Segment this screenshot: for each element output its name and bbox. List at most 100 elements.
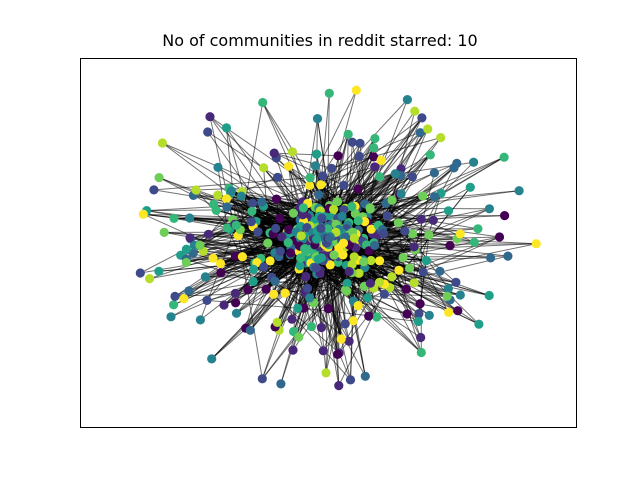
graph-edge [337,282,380,355]
graph-edge [199,231,259,246]
graph-node [296,253,306,263]
graph-edge [378,225,480,325]
graph-node [378,229,389,239]
graph-node [473,224,483,234]
graph-node [236,191,246,201]
graph-node [421,256,431,266]
graph-node [166,312,176,322]
graph-node [185,213,195,223]
graph-node [354,268,364,278]
graph-node [230,251,240,261]
graph-node [344,266,354,277]
graph-node [304,180,315,190]
graph-node [416,214,426,224]
graph-node [323,304,333,314]
graph-node [415,299,425,309]
graph-node [333,349,343,359]
graph-node [451,277,461,287]
graph-node [179,294,189,304]
graph-node [415,128,425,138]
graph-node [366,255,376,266]
graph-node [257,374,267,384]
graph-node [318,171,328,181]
graph-node [349,252,359,262]
graph-node [181,257,191,268]
graph-node [500,211,510,221]
graph-edge [241,191,277,229]
graph-node [340,319,350,329]
graph-node [424,230,434,240]
graph-edge [274,152,339,157]
graph-node [393,218,403,228]
graph-node [284,161,294,171]
graph-node [387,272,397,282]
graph-node [243,285,253,295]
graph-node [390,169,400,179]
graph-node [230,288,240,298]
graph-node [313,254,323,264]
graph-edge [209,116,301,247]
graph-edge [158,262,257,272]
graph-edge [386,163,458,217]
graph-node [499,152,509,162]
graph-node [222,223,232,233]
graph-node [169,300,179,310]
graph-node [154,266,164,276]
graph-node [261,284,271,294]
graph-node [170,291,180,301]
graph-node [263,238,273,248]
graph-node [429,168,439,178]
graph-node [208,253,218,263]
graph-node [302,283,313,293]
graph-node [184,286,194,296]
graph-node [353,216,363,226]
graph-node [293,303,303,313]
graph-node [272,317,282,327]
graph-node [436,133,446,143]
graph-node [269,148,279,158]
graph-node [342,278,352,288]
graph-node [216,268,226,278]
graph-node [280,288,290,298]
graph-node [195,240,205,250]
graph-node [247,198,258,208]
graph-node [237,252,247,262]
graph-node [138,209,148,219]
graph-node [318,346,328,356]
graph-node [354,151,364,161]
graph-node [365,278,375,288]
graph-node [339,180,349,190]
graph-node [327,163,337,173]
graph-node [259,163,269,173]
graph-node [424,310,434,320]
graph-node [222,202,232,212]
graph-edge [398,222,500,238]
graph-edge [367,245,376,298]
graph-node [435,266,445,276]
graph-node [169,213,179,223]
graph-node [275,213,285,224]
graph-node [207,354,217,364]
graph-node [369,152,379,162]
graph-node [342,286,352,296]
graph-node [283,238,293,248]
graph-node [348,316,358,326]
graph-edge [158,177,254,228]
graph-node [275,246,285,256]
graph-node [338,238,349,248]
graph-edge [353,300,408,315]
graph-node [271,223,281,233]
graph-node [425,150,435,160]
graph-edge [331,137,441,169]
graph-node [248,264,259,274]
graph-node [469,157,479,167]
graph-node [188,248,198,258]
graph-node [370,162,380,172]
graph-node [443,284,453,294]
graph-node [288,345,298,355]
graph-node [231,220,241,230]
graph-edge [343,156,375,210]
graph-node [364,246,374,256]
graph-node [202,295,212,305]
